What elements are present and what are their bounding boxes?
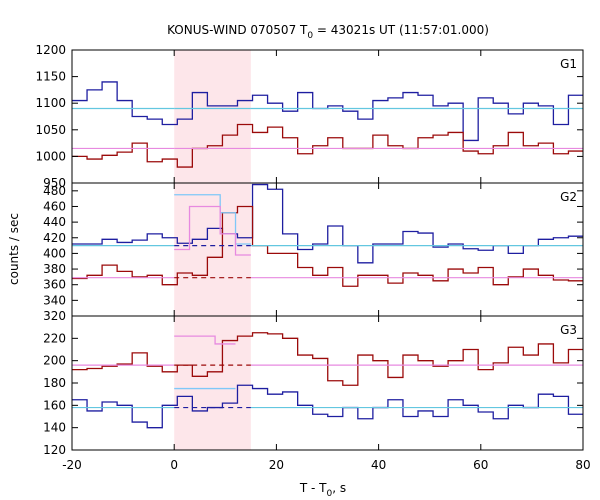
model-pulse-line <box>174 205 251 256</box>
chart-title: KONUS-WIND 070507 T0 = 43021s UT (11:57:… <box>167 23 489 41</box>
panel-tag: G3 <box>560 323 577 337</box>
count-rate-histogram <box>72 183 583 264</box>
y-tick-label: 140 <box>43 421 66 435</box>
y-tick-label: 360 <box>43 278 66 292</box>
y-tick-label: 220 <box>43 331 66 345</box>
plot-area: 95010001050110011501200G1320340360380400… <box>35 43 590 472</box>
x-tick-label: 80 <box>575 458 590 472</box>
y-tick-label: 400 <box>43 246 66 260</box>
y-tick-label: 180 <box>43 376 66 390</box>
y-tick-label: 1050 <box>35 123 66 137</box>
y-tick-label: 480 <box>43 184 66 198</box>
x-tick-label: 0 <box>170 458 178 472</box>
y-tick-label: 340 <box>43 293 66 307</box>
y-tick-label: 1150 <box>35 70 66 84</box>
panel-frame <box>71 182 584 317</box>
x-axis-label: T - T0, s <box>299 481 346 499</box>
x-tick-label: 40 <box>371 458 386 472</box>
x-tick-label: 20 <box>269 458 284 472</box>
y-tick-label: 380 <box>43 262 66 276</box>
panel-series <box>72 332 583 429</box>
y-tick-label: 320 <box>43 309 66 323</box>
panel-series <box>72 183 583 287</box>
count-rate-histogram <box>72 332 583 386</box>
y-tick-label: 160 <box>43 398 66 412</box>
panel-g1: 950 1000 1050 1100 1150 1200 G1 <box>35 43 584 190</box>
y-tick-label: 1200 <box>35 43 66 57</box>
y-tick-label: 950 <box>43 176 66 190</box>
count-rate-histogram <box>72 123 583 168</box>
count-rate-histogram <box>72 205 583 287</box>
y-tick-label: 1100 <box>35 96 66 110</box>
y-tick-label: 1000 <box>35 149 66 163</box>
panel-tag: G2 <box>560 190 577 204</box>
panel-tag: G1 <box>560 57 577 71</box>
y-axis-label: counts / sec <box>7 213 21 285</box>
y-tick-label: 420 <box>43 231 66 245</box>
y-tick-label: 200 <box>43 354 66 368</box>
x-tick-label: -20 <box>62 458 82 472</box>
panel-g3: 120 140 160 180 200 220 G3 <box>43 315 584 457</box>
y-tick-label: 120 <box>43 443 66 457</box>
y-tick-label: 460 <box>43 199 66 213</box>
count-rate-histogram <box>72 81 583 142</box>
count-rate-histogram <box>72 384 583 429</box>
model-pulse-line <box>174 335 236 345</box>
y-tick-label: 440 <box>43 215 66 229</box>
panel-frame <box>71 49 584 184</box>
x-tick-label: 60 <box>473 458 488 472</box>
panel-frame <box>71 315 584 451</box>
panel-series <box>72 81 583 168</box>
